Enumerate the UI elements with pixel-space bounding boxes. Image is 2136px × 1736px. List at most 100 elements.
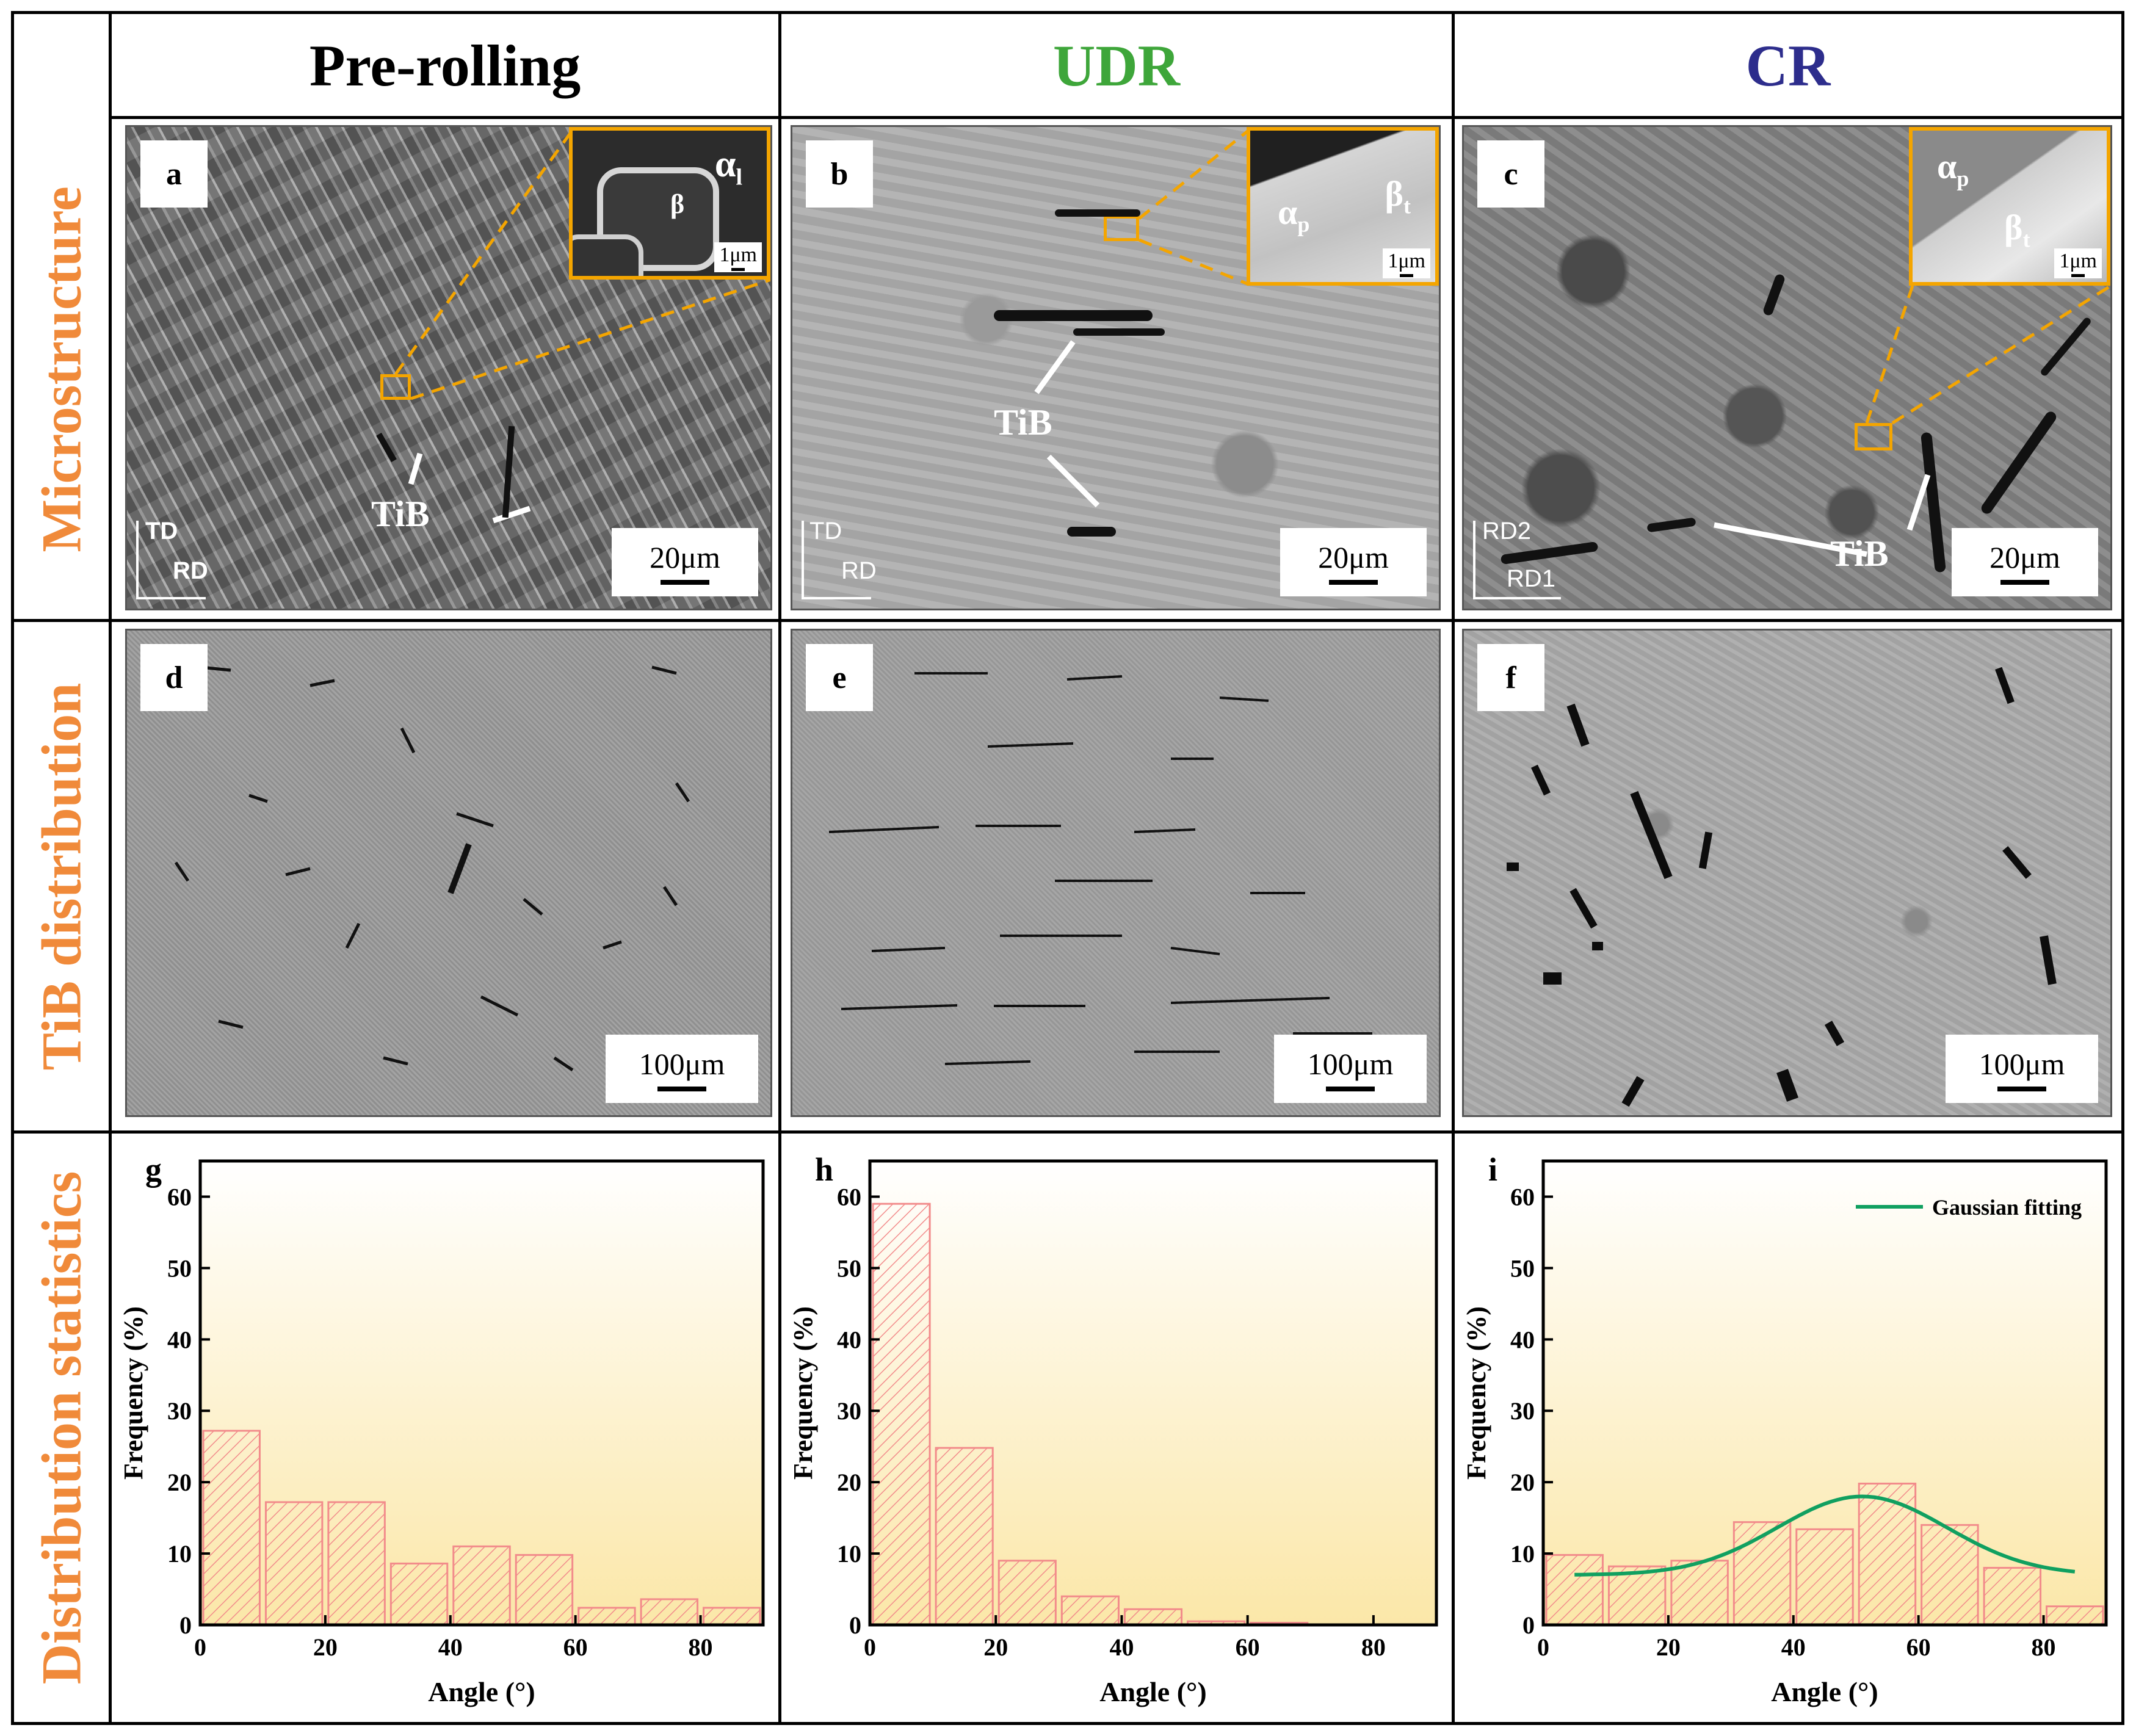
micrograph-panel-a: a αl β 1μm TiB TD RD 20μm [125, 125, 772, 610]
y-tick-label: 10 [1510, 1540, 1535, 1568]
y-tick-label: 10 [167, 1540, 192, 1568]
y-tick-label: 10 [837, 1540, 861, 1568]
axis-arrow [136, 521, 206, 599]
column-header-pre-rolling: Pre-rolling [112, 14, 778, 117]
histogram-bar [515, 1553, 574, 1626]
scale-bar: 20μm [1280, 528, 1427, 596]
histogram-bar [1670, 1560, 1729, 1626]
y-tick-label: 0 [849, 1611, 861, 1639]
column-header-udr: UDR [781, 14, 1452, 117]
micrograph-panel-b: b αp βt 1μm TiB TD RD 20μm [791, 125, 1441, 610]
row-label-distribution-statistics: Distribution statistics [14, 1134, 109, 1722]
x-axis-label: Angle (°) [1099, 1676, 1207, 1707]
zoom-guide-lines [994, 129, 1250, 537]
inset-zoom-c: αp βt 1μm [1909, 127, 2110, 286]
x-axis-label: Angle (°) [428, 1676, 535, 1707]
inset-phase-label: β [670, 189, 685, 219]
panel-letter: c [1477, 140, 1544, 208]
plot-frame [198, 1159, 765, 1627]
inset-scale-bar: 1μm [2054, 248, 2102, 278]
tib-particles [174, 665, 733, 1072]
x-tick-label: 60 [563, 1633, 588, 1661]
x-tick-label: 40 [438, 1633, 463, 1661]
grid-line [11, 619, 2124, 622]
axis-label-horizontal: RD [841, 557, 877, 584]
x-axis-label: Angle (°) [1771, 1676, 1878, 1707]
y-tick-label: 20 [837, 1469, 861, 1496]
x-tick-label: 80 [2032, 1633, 2056, 1661]
gaussian-fit-line [1574, 1494, 2076, 1577]
histogram-bar [1795, 1528, 1854, 1626]
inset-scale-bar: 1μm [1383, 248, 1430, 278]
y-tick-label: 50 [1510, 1254, 1535, 1282]
histogram-bar [577, 1607, 636, 1626]
tib-annotation: TiB [371, 494, 430, 534]
histogram-bar [1123, 1608, 1183, 1626]
inset-zoom-a: αl β 1μm [569, 127, 770, 280]
tib-annotation: TiB [1830, 533, 1889, 574]
y-tick-label: 30 [837, 1397, 861, 1425]
zoom-region-box [380, 374, 411, 400]
x-tick-label: 20 [1656, 1633, 1681, 1661]
y-tick-label: 50 [167, 1254, 192, 1282]
grid-line [11, 1130, 2124, 1134]
y-tick-label: 60 [837, 1183, 861, 1210]
zoom-guide-lines [376, 129, 770, 524]
zoom-region-box [1104, 215, 1139, 241]
histogram-i: Gaussian fitting 0 20 40 60 80 0 10 20 30 40 50 60 An… [1455, 1134, 2121, 1722]
histogram-bar [202, 1430, 261, 1626]
x-tick-label: 80 [1361, 1633, 1386, 1661]
histogram-bar [327, 1501, 386, 1626]
row-label-text: TiB distribution [30, 682, 93, 1070]
row-label-microstructure: Microstructure [14, 119, 109, 619]
y-tick-label: 60 [1510, 1183, 1535, 1210]
x-tick-label: 80 [689, 1633, 713, 1661]
panel-letter: i [1488, 1151, 1497, 1188]
panel-letter: b [806, 140, 873, 208]
y-axis-label: Frequency (%) [788, 1306, 818, 1480]
grid-line [778, 11, 781, 1725]
inset-scale-bar: 1μm [714, 242, 762, 272]
panel-letter: f [1477, 644, 1544, 711]
histogram-bar [389, 1562, 449, 1626]
zoom-region-box [1855, 423, 1892, 450]
histogram-bar [1060, 1595, 1120, 1626]
inset-phase-label: βt [2004, 208, 2030, 252]
tib-particles [828, 672, 1372, 1065]
histogram-bar [264, 1501, 324, 1626]
y-axis-label: Frequency (%) [1461, 1306, 1491, 1480]
grid-line [109, 116, 2124, 119]
column-title: CR [1745, 32, 1831, 98]
x-tick-label: 40 [1109, 1633, 1134, 1661]
y-tick-label: 0 [1522, 1611, 1535, 1639]
column-title: Pre-rolling [309, 32, 581, 98]
scale-bar: 20μm [1952, 528, 2098, 596]
histogram-bar [1545, 1553, 1604, 1626]
histogram-bar [1921, 1524, 1979, 1626]
scale-bar: 20μm [612, 528, 758, 596]
plot-frame [868, 1159, 1438, 1627]
y-tick-label: 0 [179, 1611, 192, 1639]
axis-arrow [802, 521, 871, 599]
tib-distribution-panel-d: d 100μm [125, 629, 772, 1117]
histogram-bar [2046, 1605, 2104, 1626]
scale-bar: 100μm [1274, 1035, 1427, 1103]
tib-distribution-panel-f: f 100μm [1462, 629, 2112, 1117]
column-header-cr: CR [1455, 14, 2121, 117]
x-tick-label: 0 [1537, 1633, 1549, 1661]
axis-label-horizontal: RD [173, 557, 208, 584]
histogram-bar [935, 1447, 994, 1626]
micrograph-panel-c: c αp βt 1μm TiB RD2 RD1 20μm [1462, 125, 2112, 610]
scale-bar: 100μm [1946, 1035, 2098, 1103]
y-axis-label: Frequency (%) [118, 1306, 148, 1480]
histogram-bar [640, 1598, 699, 1626]
tib-particles [1507, 667, 2057, 1107]
x-tick-label: 0 [864, 1633, 876, 1661]
y-tick-label: 50 [837, 1254, 861, 1282]
histogram-bar [997, 1560, 1057, 1626]
tib-annotation: TiB [994, 402, 1052, 443]
histogram-bar [1732, 1521, 1792, 1626]
y-tick-label: 40 [1510, 1326, 1535, 1353]
inset-phase-label: αp [1937, 146, 1969, 191]
grid-line [1452, 11, 1455, 1725]
